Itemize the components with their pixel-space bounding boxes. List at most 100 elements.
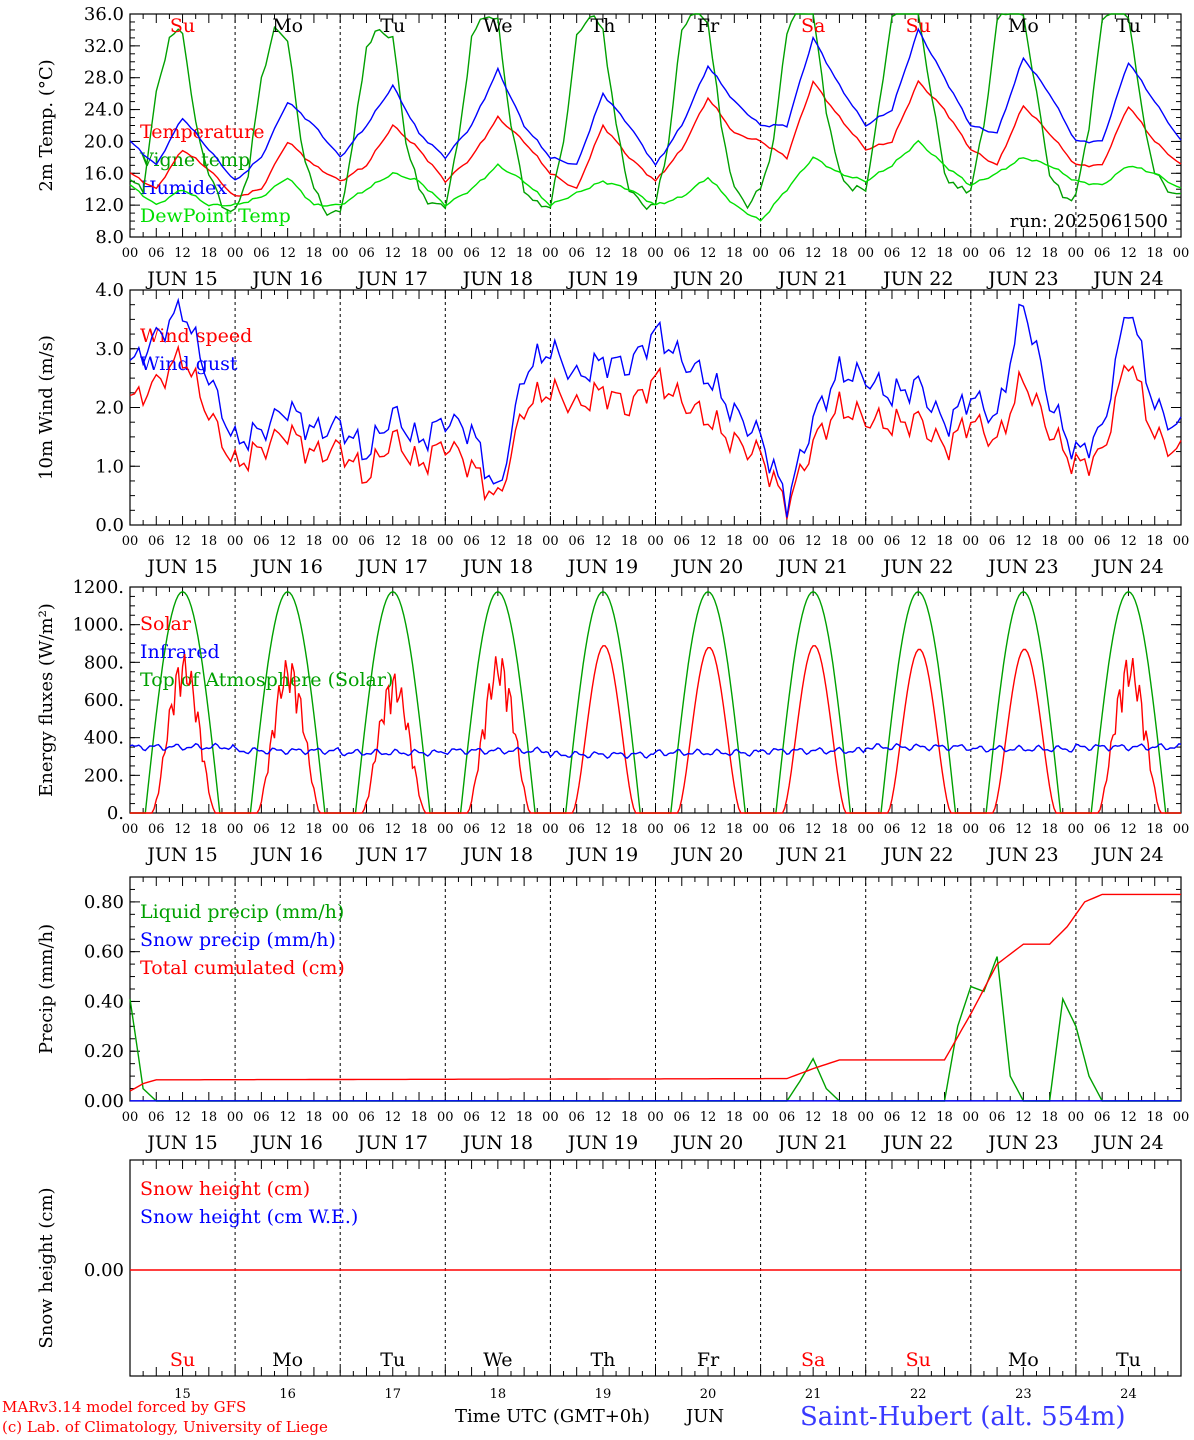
hour-tick-label: 12 bbox=[910, 1110, 927, 1125]
date-label: JUN 18 bbox=[461, 1132, 533, 1154]
date-label: JUN 24 bbox=[1091, 556, 1163, 578]
hour-tick-label: 06 bbox=[463, 822, 480, 837]
hour-tick-label: 00 bbox=[963, 822, 980, 837]
date-label: JUN 19 bbox=[566, 844, 638, 866]
hour-tick-label: 06 bbox=[989, 1110, 1006, 1125]
hour-tick-label: 06 bbox=[884, 246, 901, 261]
hour-tick-label: 12 bbox=[384, 822, 401, 837]
hour-tick-label: 06 bbox=[568, 246, 585, 261]
hour-tick-label: 18 bbox=[831, 534, 848, 549]
hour-tick-label: 06 bbox=[779, 246, 796, 261]
hour-tick-label: 00 bbox=[122, 246, 139, 261]
hour-tick-label: 06 bbox=[148, 246, 165, 261]
date-label: JUN 22 bbox=[881, 1132, 953, 1154]
run-label: run: 2025061500 bbox=[1010, 211, 1168, 232]
credits-line-1: MARv3.14 model forced by GFS bbox=[2, 1398, 247, 1416]
date-label: JUN 23 bbox=[986, 268, 1058, 290]
hour-tick-label: 12 bbox=[1015, 246, 1032, 261]
hour-tick-label: 00 bbox=[332, 1110, 349, 1125]
hour-tick-label: 00 bbox=[857, 246, 874, 261]
hour-tick-label: 00 bbox=[437, 1110, 454, 1125]
date-label: JUN 22 bbox=[881, 556, 953, 578]
hour-tick-label: 00 bbox=[1173, 246, 1190, 261]
y-tick-label: 800. bbox=[84, 652, 124, 673]
hour-tick-label: 06 bbox=[779, 534, 796, 549]
hour-tick-label: 12 bbox=[384, 1110, 401, 1125]
day-number-label: 23 bbox=[1015, 1387, 1032, 1402]
hour-tick-label: 06 bbox=[989, 822, 1006, 837]
x-axis-month: JUN bbox=[686, 1406, 725, 1427]
hour-tick-label: 00 bbox=[542, 534, 559, 549]
weekday-label: Sa bbox=[801, 1349, 825, 1371]
hour-tick-label: 06 bbox=[148, 534, 165, 549]
date-label: JUN 23 bbox=[986, 1132, 1058, 1154]
hour-tick-label: 06 bbox=[674, 246, 691, 261]
weekday-label: Tu bbox=[380, 1349, 405, 1371]
hour-tick-label: 06 bbox=[568, 822, 585, 837]
credits-line-2: (c) Lab. of Climatology, University of L… bbox=[2, 1418, 328, 1436]
weekday-label: We bbox=[483, 1349, 512, 1371]
y-tick-label: 0.80 bbox=[84, 892, 124, 913]
hour-tick-label: 00 bbox=[857, 1110, 874, 1125]
y-tick-label: 24.0 bbox=[84, 100, 124, 121]
series-wind-speed bbox=[129, 344, 1182, 520]
hour-tick-label: 18 bbox=[621, 246, 638, 261]
hour-tick-label: 06 bbox=[989, 534, 1006, 549]
hour-tick-label: 06 bbox=[253, 534, 270, 549]
hour-tick-label: 18 bbox=[936, 1110, 953, 1125]
day-number-label: 19 bbox=[595, 1387, 612, 1402]
hour-tick-label: 18 bbox=[306, 1110, 323, 1125]
hour-tick-label: 00 bbox=[122, 534, 139, 549]
date-label: JUN 24 bbox=[1091, 268, 1163, 290]
hour-tick-label: 12 bbox=[805, 822, 822, 837]
date-label: JUN 24 bbox=[1091, 1132, 1163, 1154]
hour-tick-label: 12 bbox=[1120, 246, 1137, 261]
hour-tick-label: 18 bbox=[201, 246, 218, 261]
date-label: JUN 23 bbox=[986, 556, 1058, 578]
y-tick-label: 0.60 bbox=[84, 942, 124, 963]
weekday-label: Mo bbox=[1008, 15, 1039, 37]
hour-tick-label: 00 bbox=[1068, 534, 1085, 549]
hour-tick-label: 12 bbox=[490, 1110, 507, 1125]
series-dewpoint-temp bbox=[129, 139, 1182, 222]
hour-tick-label: 18 bbox=[726, 1110, 743, 1125]
hour-tick-label: 12 bbox=[910, 534, 927, 549]
date-label: JUN 22 bbox=[881, 268, 953, 290]
y-tick-label: 400. bbox=[84, 728, 124, 749]
hour-tick-label: 18 bbox=[936, 246, 953, 261]
hour-tick-label: 06 bbox=[463, 1110, 480, 1125]
weekday-label: Th bbox=[590, 15, 615, 37]
hour-tick-label: 18 bbox=[411, 246, 428, 261]
hour-tick-label: 18 bbox=[516, 534, 533, 549]
date-label: JUN 19 bbox=[566, 556, 638, 578]
legend-snow-height-cm-: Snow height (cm) bbox=[140, 1178, 310, 1200]
weekday-label: Tu bbox=[380, 15, 405, 37]
hour-tick-label: 00 bbox=[1068, 246, 1085, 261]
weekday-label: Th bbox=[590, 1349, 615, 1371]
y-tick-label: 600. bbox=[84, 690, 124, 711]
hour-tick-label: 18 bbox=[1146, 822, 1163, 837]
hour-tick-label: 12 bbox=[1120, 822, 1137, 837]
hour-tick-label: 06 bbox=[1094, 534, 1111, 549]
date-label: JUN 24 bbox=[1091, 844, 1163, 866]
legend-wind-gust: Wind gust bbox=[140, 353, 238, 375]
hour-tick-label: 00 bbox=[437, 246, 454, 261]
date-label: JUN 20 bbox=[671, 268, 743, 290]
date-label: JUN 23 bbox=[986, 844, 1058, 866]
hour-tick-label: 12 bbox=[279, 534, 296, 549]
hour-tick-label: 12 bbox=[279, 1110, 296, 1125]
y-tick-label: 36.0 bbox=[84, 4, 124, 25]
hour-tick-label: 18 bbox=[516, 1110, 533, 1125]
station-name: Saint-Hubert (alt. 554m) bbox=[800, 1402, 1126, 1432]
y-tick-label: 1200. bbox=[72, 577, 124, 598]
hour-tick-label: 00 bbox=[542, 246, 559, 261]
date-label: JUN 18 bbox=[461, 556, 533, 578]
y-tick-label: 1000. bbox=[72, 615, 124, 636]
day-number-label: 15 bbox=[174, 1387, 191, 1402]
hour-tick-label: 00 bbox=[542, 1110, 559, 1125]
hour-tick-label: 18 bbox=[411, 1110, 428, 1125]
hour-tick-label: 06 bbox=[358, 534, 375, 549]
hour-tick-label: 06 bbox=[1094, 1110, 1111, 1125]
hour-tick-label: 06 bbox=[884, 822, 901, 837]
